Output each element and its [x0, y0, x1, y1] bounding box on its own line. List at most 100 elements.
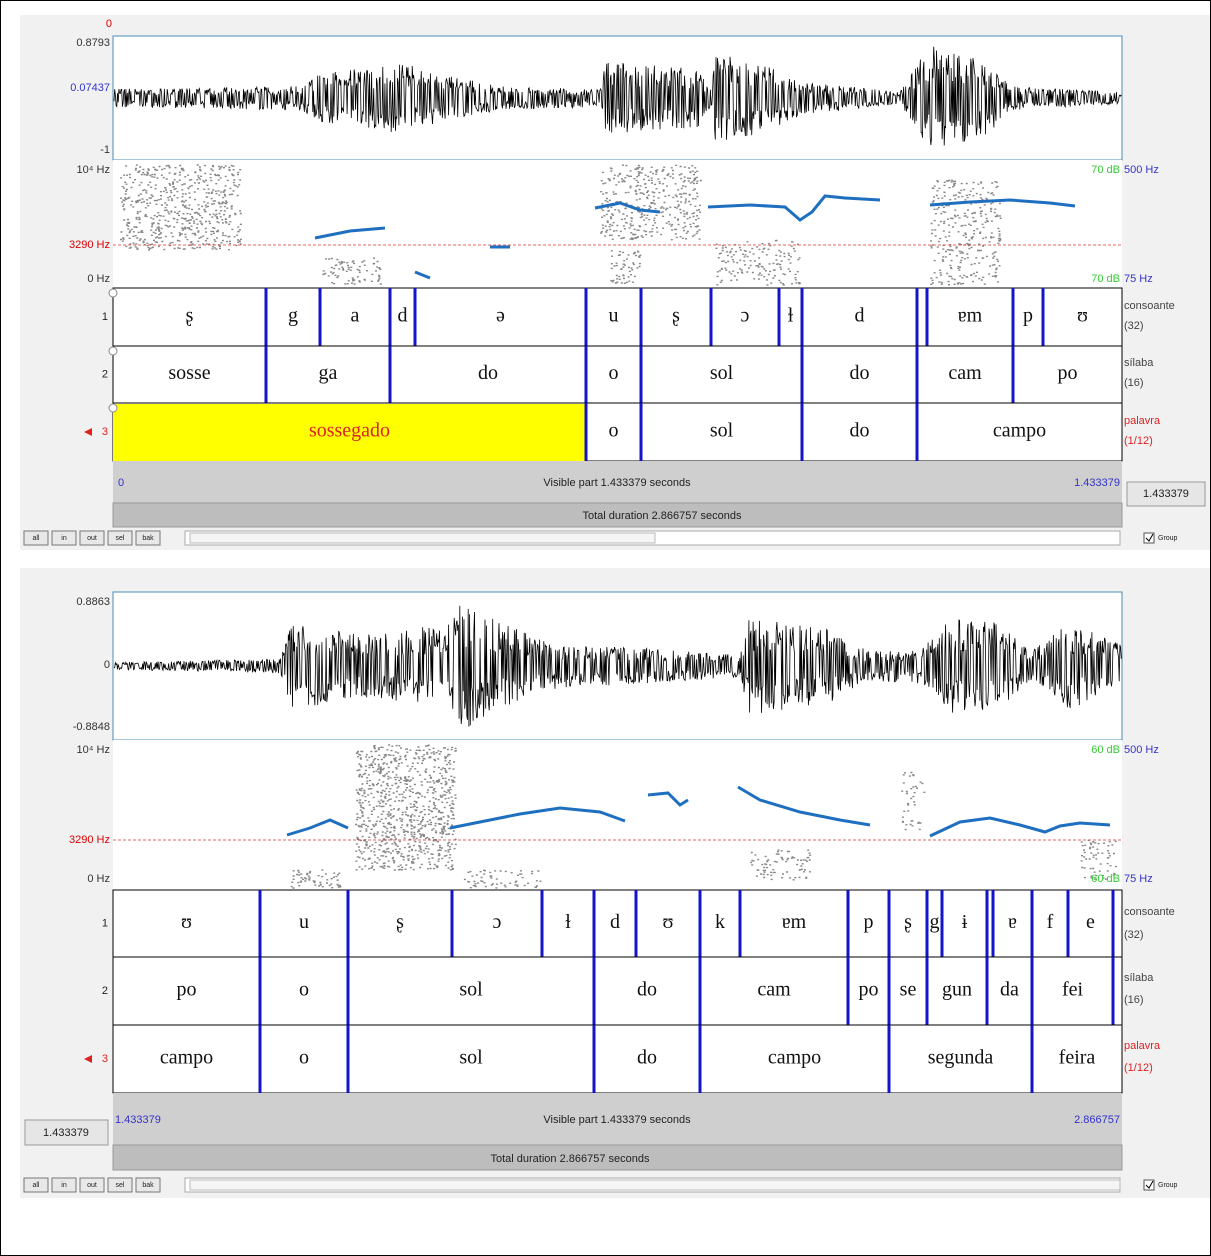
tier-count: (16)	[1124, 994, 1144, 1006]
interval-label[interactable]: sosse	[168, 362, 210, 384]
interval-label[interactable]: do	[478, 362, 498, 384]
tier-name: consoante	[1124, 300, 1175, 312]
spectrogram-area	[113, 160, 1122, 288]
label: 60 dB	[1091, 744, 1120, 756]
interval-label[interactable]: e	[1086, 911, 1095, 933]
interval-label[interactable]: sol	[459, 1047, 483, 1069]
interval-label[interactable]: o	[299, 979, 309, 1001]
interval-label[interactable]: p	[864, 911, 874, 933]
scroll-thumb[interactable]	[190, 1180, 1120, 1190]
interval-label[interactable]: po	[177, 979, 197, 1001]
label: 2.866757	[1074, 1114, 1120, 1126]
label: 75 Hz	[1124, 873, 1153, 885]
label: 0 Hz	[87, 273, 110, 285]
interval-label[interactable]: fei	[1062, 979, 1084, 1001]
interval-label[interactable]: ə	[496, 305, 505, 327]
tier-number: 3	[102, 426, 108, 438]
button-label[interactable]: sel	[116, 535, 125, 542]
label: 0	[118, 477, 124, 489]
interval-label[interactable]: do	[850, 362, 870, 384]
interval-label[interactable]: do	[637, 1047, 657, 1069]
tier-handle	[109, 404, 117, 412]
interval-label[interactable]: sol	[710, 420, 734, 442]
interval-label[interactable]: ɐm	[782, 911, 807, 933]
interval-label[interactable]: po	[1058, 362, 1078, 384]
interval-label[interactable]: sol	[459, 979, 483, 1001]
interval-label[interactable]: ʊ	[181, 911, 192, 933]
label: 0 Hz	[87, 873, 110, 885]
interval-label[interactable]: u	[299, 911, 309, 933]
interval-label[interactable]: sossegado	[309, 420, 390, 442]
interval-label[interactable]: o	[609, 420, 619, 442]
interval-label[interactable]: o	[299, 1047, 309, 1069]
label: 60 dB	[1091, 873, 1120, 885]
interval-label[interactable]: p	[1023, 305, 1033, 327]
tier-name: palavra	[1124, 415, 1161, 427]
screenshot: 00.87930.07437-110⁴ Hz3290 Hz0 Hz70 dB50…	[0, 0, 1211, 1256]
label: 0	[104, 659, 110, 671]
label: -0.8848	[73, 721, 110, 733]
interval-label[interactable]: ɨ	[962, 911, 968, 933]
tier-name: sílaba	[1124, 972, 1154, 984]
interval-label[interactable]: f	[1047, 911, 1054, 933]
interval-label[interactable]: segunda	[928, 1047, 994, 1069]
interval-label[interactable]: d	[855, 305, 865, 327]
interval-label[interactable]: campo	[160, 1047, 213, 1069]
interval-label[interactable]: da	[1000, 979, 1019, 1001]
button-label[interactable]: in	[61, 1182, 67, 1189]
interval-label[interactable]: feira	[1059, 1047, 1096, 1069]
tier-count: (1/12)	[1124, 1062, 1153, 1074]
interval-label[interactable]: ɐm	[958, 305, 983, 327]
interval-label[interactable]: g	[288, 305, 298, 327]
label: 3290 Hz	[69, 834, 110, 846]
interval-label[interactable]: do	[637, 979, 657, 1001]
group-label[interactable]: Group	[1158, 1182, 1178, 1189]
button-label[interactable]: sel	[116, 1182, 125, 1189]
tier-count: (1/12)	[1124, 435, 1153, 447]
interval-label[interactable]: cam	[948, 362, 982, 384]
interval-label[interactable]: u	[609, 305, 619, 327]
interval-label[interactable]: cam	[757, 979, 791, 1001]
button-label[interactable]: out	[87, 1182, 97, 1189]
interval-label[interactable]: ga	[319, 362, 338, 384]
interval-label[interactable]: d	[610, 911, 620, 933]
interval-label[interactable]: k	[715, 911, 725, 933]
label: 1.433379	[115, 1114, 161, 1126]
interval-label[interactable]: ɫ	[565, 911, 571, 933]
interval-label[interactable]: ʂ	[672, 305, 680, 327]
interval-label[interactable]: ɔ	[741, 305, 750, 327]
tier-number: 1	[102, 311, 108, 323]
interval-label[interactable]: gun	[942, 979, 972, 1001]
interval-label[interactable]: ɐ	[1008, 911, 1017, 933]
interval-label[interactable]: do	[850, 420, 870, 442]
scroll-thumb[interactable]	[190, 533, 655, 543]
label: 1.433379	[1074, 477, 1120, 489]
button-label[interactable]: bak	[142, 1182, 154, 1189]
interval-label[interactable]: campo	[993, 420, 1046, 442]
group-label[interactable]: Group	[1158, 535, 1178, 542]
tier-number: 1	[102, 917, 108, 929]
button-label[interactable]: all	[32, 1182, 39, 1189]
interval-label[interactable]: d	[398, 305, 408, 327]
interval-label[interactable]: g	[930, 911, 940, 933]
interval-label[interactable]: sol	[710, 362, 734, 384]
label: 1.433379	[1143, 488, 1189, 500]
label: Visible part 1.433379 seconds	[543, 477, 691, 489]
button-label[interactable]: all	[32, 535, 39, 542]
interval-label[interactable]: se	[900, 979, 917, 1001]
interval-label[interactable]: ʂ	[396, 911, 404, 933]
interval-label[interactable]: ʂ	[904, 911, 912, 933]
button-label[interactable]: in	[61, 535, 67, 542]
interval-label[interactable]: ʂ	[186, 305, 194, 327]
interval-label[interactable]: ʊ	[663, 911, 674, 933]
label: Total duration 2.866757 seconds	[490, 1153, 650, 1165]
button-label[interactable]: out	[87, 535, 97, 542]
interval-label[interactable]: o	[609, 362, 619, 384]
interval-label[interactable]: po	[859, 979, 879, 1001]
button-label[interactable]: bak	[142, 535, 154, 542]
interval-label[interactable]: a	[351, 305, 360, 327]
interval-label[interactable]: ɫ	[788, 305, 794, 327]
interval-label[interactable]: ɔ	[493, 911, 502, 933]
interval-label[interactable]: campo	[768, 1047, 821, 1069]
interval-label[interactable]: ʊ	[1077, 305, 1088, 327]
